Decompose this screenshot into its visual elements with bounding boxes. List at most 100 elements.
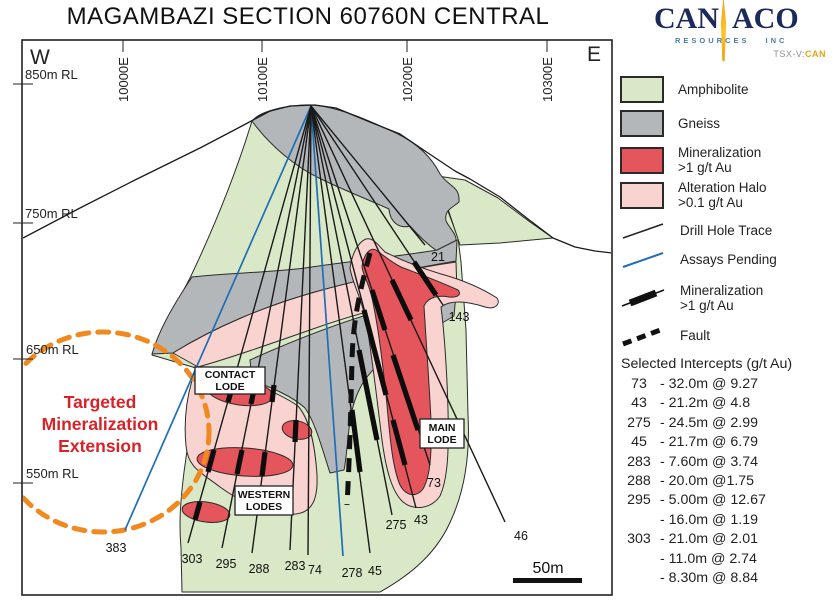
logo-subtitle: RESOURCES INC: [642, 36, 832, 45]
drill-trace-21: [310, 105, 426, 246]
mineralization-interval: [349, 409, 363, 473]
intercept-value: - 21.2m @ 4.8: [660, 395, 751, 412]
flame-icon: [720, 0, 727, 61]
legend-item-gneiss: Gneiss: [620, 110, 720, 137]
intercept-hole: 45: [631, 434, 647, 451]
topography-line: [23, 104, 611, 254]
fault-line: [344, 252, 373, 506]
east-label: E: [587, 43, 601, 66]
hole-label-73: 73: [427, 476, 441, 490]
contact-lode-box: [194, 366, 266, 395]
drill-trace-383-assays-pending: [124, 105, 312, 531]
targeted-extension-outline: [23, 329, 212, 535]
western-lodes-label-line1: WESTERN: [238, 489, 291, 501]
page-title: MAGAMBAZI SECTION 60760N CENTRAL: [66, 3, 550, 30]
main-lode-box: [419, 418, 465, 449]
legend-label-line2: >0.1 g/t Au: [678, 195, 743, 211]
mineralization-interval: [269, 384, 277, 403]
intercept-row: 295 - 5.00m @ 12.67: [621, 491, 833, 510]
legend-label: Drill Hole Trace: [680, 223, 773, 239]
elevation-label-750: 750m RL: [25, 206, 78, 221]
mineralization-interval: [205, 449, 217, 473]
mineralization-interval: [356, 349, 380, 441]
ticker-prefix: TSX-V:: [773, 49, 805, 59]
legend-label: Assays Pending: [680, 252, 777, 268]
contact-lode-label-line2: LODE: [215, 381, 244, 393]
legend-item-alteration-halo: Alteration Halo >0.1 g/t Au: [620, 180, 767, 210]
intercept-row: - 16.0m @ 1.19: [621, 511, 833, 530]
mineralization-interval: [234, 449, 245, 475]
legend-label: Amphibolite: [678, 81, 749, 97]
mineralization-interval: [292, 419, 299, 443]
cross-section-diagram: W E 850m RL 750m RL 650m RL 550m RL 1000…: [13, 39, 613, 596]
legend-label: Mineralization >1 g/t Au: [678, 145, 761, 175]
hole-label-43: 43: [414, 513, 428, 527]
hole-label-46: 46: [514, 529, 528, 543]
mineralization-interval: [361, 309, 389, 396]
legend-item-mineralization-interval: Mineralization >1 g/t Au: [620, 283, 763, 313]
mineralization-interval: [369, 289, 388, 331]
elevation-label-650: 650m RL: [26, 342, 79, 357]
legend-label-line1: Alteration Halo: [678, 180, 767, 195]
intercept-value: - 20.0m @1.75: [660, 473, 755, 490]
mineralization-interval: [390, 354, 421, 431]
drill-trace-278-assays-pending: [310, 105, 344, 557]
intercept-value: - 21.7m @ 6.79: [660, 434, 758, 451]
mineralization-interval: [390, 419, 408, 466]
intercept-value: - 7.60m @ 3.74: [660, 453, 758, 470]
logo-subtitle-word2: INC: [765, 36, 788, 45]
hole-label-143: 143: [449, 310, 470, 324]
scale-bar-label: 50m: [532, 560, 563, 577]
easting-label-10000: 10000E: [116, 57, 131, 102]
hole-label-295: 295: [216, 557, 237, 571]
intercept-row: 73 - 32.0m @ 9.27: [621, 375, 833, 394]
legend-item-drill-hole-trace: Drill Hole Trace: [620, 221, 772, 241]
targeted-extension-label-line1: Targeted: [64, 392, 137, 412]
logo-text-left: CAN: [654, 2, 719, 35]
alteration-halo-swatch: [620, 181, 664, 209]
easting-label-10100: 10100E: [255, 57, 270, 102]
gneiss-swatch: [620, 110, 664, 137]
canaco-logo: CAN ACO RESOURCES INC TSX-V:CAN: [642, 0, 832, 61]
intercept-hole: 283: [627, 453, 651, 470]
ticker-symbol: CAN: [805, 49, 826, 59]
mineralization-interval: [389, 278, 414, 322]
intercept-row: 275 - 24.5m @ 2.99: [621, 414, 833, 433]
legend-label: Alteration Halo >0.1 g/t Au: [678, 180, 767, 210]
legend-label-line1: Mineralization: [680, 283, 764, 298]
main-lode-label-line1: MAIN: [429, 422, 456, 434]
logo-text-right: ACO: [732, 2, 799, 35]
mineralization-interval-icon: [621, 289, 665, 307]
legend-label-line2: >1 g/t Au: [678, 160, 732, 176]
intercept-row: 288 - 20.0m @1.75: [621, 472, 833, 491]
intercept-hole: 43: [631, 395, 647, 412]
intercept-hole: 288: [627, 473, 651, 490]
assays-pending-line-icon: [622, 252, 664, 268]
western-lodes-label-line2: LODES: [246, 501, 282, 513]
amphibolite-swatch: [620, 76, 664, 103]
intercept-value: - 32.0m @ 9.27: [660, 376, 758, 392]
drill-trace-295: [221, 105, 312, 549]
intercept-row: - 11.0m @ 2.74: [621, 550, 833, 569]
mineralization-swatch: [620, 146, 664, 174]
intercept-row: 43 - 21.2m @ 4.8: [621, 394, 833, 413]
intercept-value: - 5.00m @ 12.67: [660, 492, 766, 509]
hole-label-74: 74: [308, 563, 322, 577]
intercept-row: 283 - 7.60m @ 3.74: [621, 453, 833, 472]
drill-trace-275: [310, 105, 393, 516]
intercept-hole: 303: [627, 531, 651, 548]
drill-trace-288: [251, 105, 312, 554]
easting-label-10300: 10300E: [540, 57, 555, 102]
easting-label-10200: 10200E: [400, 57, 415, 102]
mineralization-interval: [259, 451, 268, 477]
logo-subtitle-word1: RESOURCES: [675, 36, 750, 45]
drill-trace-74: [307, 105, 312, 556]
intercept-value: - 11.0m @ 2.74: [660, 550, 757, 567]
legend-label-line1: Mineralization: [678, 145, 762, 160]
legend-item-mineralization: Mineralization >1 g/t Au: [620, 145, 761, 175]
targeted-extension-label-line2: Mineralization: [42, 414, 159, 434]
legend-item-assays-pending: Assays Pending: [620, 250, 777, 270]
intercept-value: - 8.30m @ 8.84: [660, 570, 758, 587]
mineralization-interval: [192, 501, 203, 521]
logo-wordmark: CAN ACO: [642, 0, 832, 61]
